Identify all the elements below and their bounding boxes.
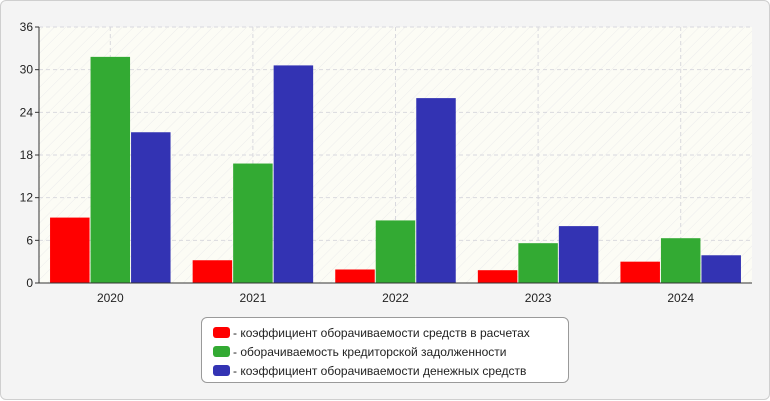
x-tick-label: 2021 [240, 291, 267, 305]
legend-swatch [213, 346, 230, 357]
bar [701, 255, 741, 283]
x-tick-label: 2023 [525, 291, 552, 305]
x-tick-label: 2022 [382, 291, 409, 305]
legend-label: - коэффициент оборачиваемости средств в … [233, 325, 530, 340]
bar [518, 243, 558, 283]
y-tick-label: 18 [20, 148, 34, 162]
bar [273, 65, 314, 284]
bar [558, 226, 599, 283]
bar [416, 98, 456, 283]
legend-swatch [213, 327, 230, 338]
axes [35, 26, 752, 284]
bar [233, 163, 273, 283]
bar [620, 261, 660, 283]
legend-label: - оборачиваемость кредиторской задолженн… [233, 344, 507, 359]
x-tick-labels: 2020 2021 2022 2023 2024 [97, 291, 694, 305]
x-tick-label: 2024 [667, 291, 694, 305]
bar [131, 132, 171, 283]
legend-item: - оборачиваемость кредиторской задолженн… [213, 342, 568, 361]
y-tick-label: 12 [20, 191, 34, 205]
legend-label: - коэффициент оборачиваемости денежных с… [233, 363, 527, 378]
bars [50, 56, 741, 284]
legend-item: - коэффициент оборачиваемости средств в … [213, 323, 568, 342]
legend: - коэффициент оборачиваемости средств в … [201, 317, 569, 383]
y-tick-label: 36 [20, 20, 34, 34]
bar [90, 56, 131, 283]
y-tick-label: 0 [26, 276, 33, 290]
legend-swatch [213, 365, 230, 376]
bar [192, 260, 233, 283]
y-tick-labels: 0 6 12 18 24 30 36 [20, 20, 34, 290]
bar [660, 238, 701, 283]
bar [50, 217, 90, 283]
bar [477, 270, 518, 283]
legend-item: - коэффициент оборачиваемости денежных с… [213, 361, 568, 380]
bar [335, 269, 375, 283]
y-tick-label: 24 [20, 105, 34, 119]
y-tick-label: 6 [26, 233, 33, 247]
x-tick-label: 2020 [97, 291, 124, 305]
y-tick-label: 30 [20, 63, 34, 77]
bar [375, 220, 416, 283]
